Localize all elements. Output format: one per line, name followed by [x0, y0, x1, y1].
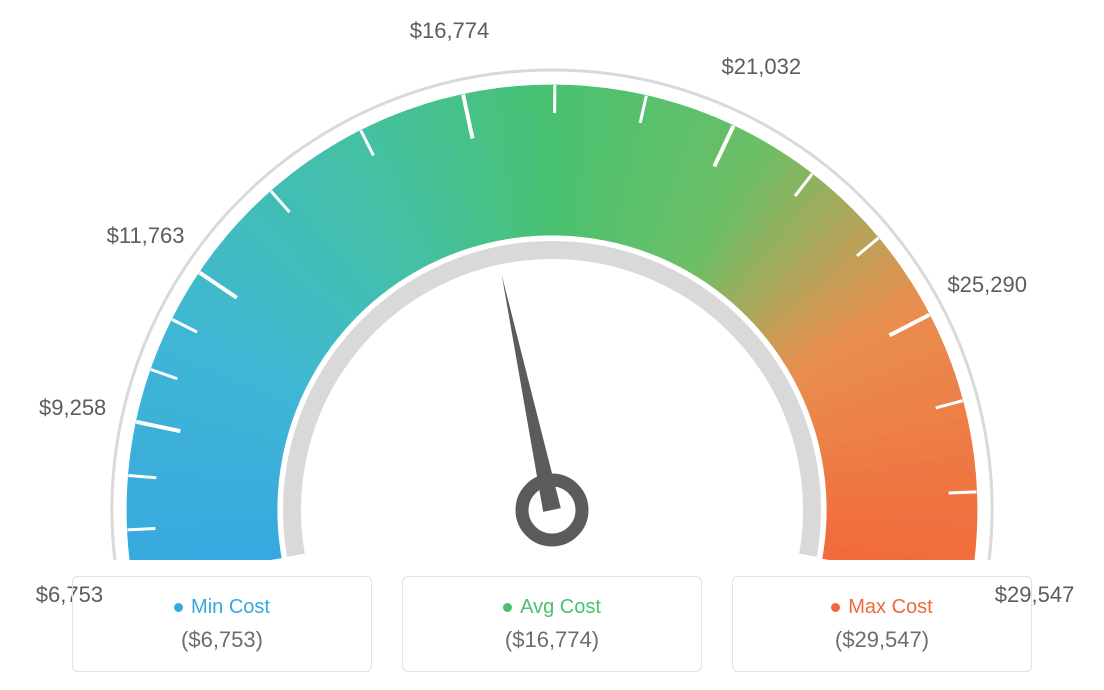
- legend-title-min: Min Cost: [174, 596, 270, 619]
- legend-title-avg: Avg Cost: [503, 596, 601, 619]
- gauge-svg: [0, 0, 1104, 560]
- legend-card-max: Max Cost ($29,547): [732, 576, 1032, 672]
- gauge-tick-label: $9,258: [39, 395, 106, 421]
- legend-title-text: Max Cost: [848, 596, 932, 619]
- legend-row: Min Cost ($6,753) Avg Cost ($16,774) Max Cos…: [0, 576, 1104, 672]
- gauge-tick-label: $25,290: [947, 272, 1027, 298]
- gauge-tick-label: $11,763: [107, 223, 185, 249]
- legend-value-max: ($29,547): [835, 627, 929, 653]
- legend-value-avg: ($16,774): [505, 627, 599, 653]
- legend-title-text: Min Cost: [191, 596, 270, 619]
- legend-card-min: Min Cost ($6,753): [72, 576, 372, 672]
- legend-title-text: Avg Cost: [520, 596, 601, 619]
- gauge-chart: $6,753$9,258$11,763$16,774$21,032$25,290…: [0, 0, 1104, 560]
- legend-title-max: Max Cost: [831, 596, 932, 619]
- gauge-tick-label: $21,032: [722, 54, 802, 80]
- legend-dot-min: [174, 603, 183, 612]
- gauge-tick-label: $16,774: [410, 18, 490, 44]
- legend-dot-max: [831, 603, 840, 612]
- legend-value-min: ($6,753): [181, 627, 263, 653]
- legend-dot-avg: [503, 603, 512, 612]
- legend-card-avg: Avg Cost ($16,774): [402, 576, 702, 672]
